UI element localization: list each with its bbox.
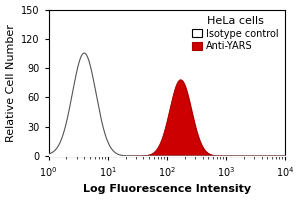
- Legend: Isotype control, Anti-YARS: Isotype control, Anti-YARS: [190, 14, 280, 53]
- X-axis label: Log Fluorescence Intensity: Log Fluorescence Intensity: [83, 184, 251, 194]
- Y-axis label: Relative Cell Number: Relative Cell Number: [6, 24, 16, 142]
